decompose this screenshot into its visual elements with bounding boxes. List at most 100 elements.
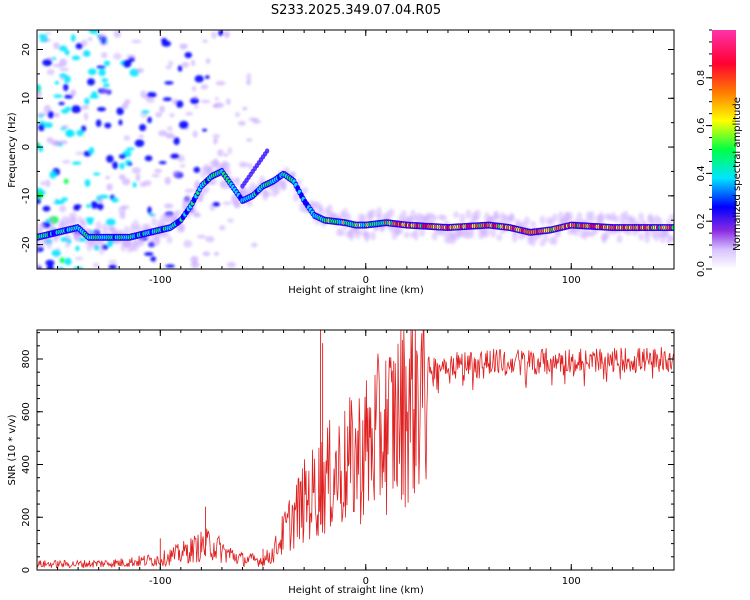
colorbar-gradient [712,30,736,269]
spectrogram-noise-blob [75,43,83,50]
spectrogram-noise-blob [106,183,113,191]
spectrogram-noise-blob [40,180,46,186]
spectrogram-noise-blob [98,194,109,199]
spectrogram-noise-blob [251,242,258,248]
spectrogram-noise-blob [214,251,220,256]
spectrogram-noise-blob [73,204,82,208]
spectrogram-noise-blob [226,98,231,105]
spectrogram-halo-blob [234,177,241,187]
colorbar: 0.0 0.2 0.4 0.6 0.8 Normalized spectral ampl… [696,29,743,277]
spectrogram-noise-blob [190,261,200,268]
spectrogram-noise-blob [147,206,152,215]
spectrogram-halo-blob [40,222,47,230]
spectrogram-noise-blob [71,55,81,61]
spectrogram-halo-blob [638,212,645,223]
spectrogram-noise-blob [202,39,209,43]
spectrogram-halo-blob [474,209,481,221]
spectrogram-halo-blob [413,228,420,241]
spectrogram-noise-blob [87,68,97,76]
spectrogram-noise-blob [37,121,46,125]
spectrogram-noise-blob [162,97,172,102]
spectrogram-xtick-label: 0 [363,275,369,286]
spectrogram-noise-blob [38,123,45,132]
spectrogram-noise-blob [58,45,68,52]
spectrogram-noise-blob [107,239,114,248]
spectrogram-noise-blob [141,110,150,114]
spectrogram-noise-blob [46,264,54,269]
spectrogram-noise-blob [100,52,108,59]
spectrogram-noise-blob [47,110,55,119]
spectrogram-halo-blob [292,192,299,202]
spectrogram-noise-blob [95,119,102,128]
spectrogram-noise-blob [246,79,252,86]
spectrogram-halo-blob [668,214,674,221]
spectrogram-noise-blob [165,65,172,70]
spectrogram-noise-blob [237,120,246,126]
colorbar-tick-label: 0.6 [696,118,707,134]
spectrogram-noise-blob [217,149,224,157]
spectrogram-noise-blob [150,256,157,262]
spectrogram-noise-blob [194,75,204,83]
spectrogram-halo-blob [588,210,595,223]
spectrogram-noise-blob [58,101,65,106]
spectrogram-noise-blob [103,60,111,66]
spectrogram-noise-blob [181,61,189,68]
spectrogram-halo-blob [166,236,173,244]
spectrogram-noise-blob [97,203,104,211]
spectrogram-noise-blob [184,188,195,193]
spectrogram-noise-blob [63,178,69,185]
spectrogram-halo-blob [530,220,537,229]
spectrogram-halo-blob [98,243,105,255]
spectrogram-noise-blob [74,256,84,261]
spectrogram-noise-blob [59,67,69,72]
spectrogram-noise-blob [134,139,145,147]
spectrogram-noise-blob [151,174,160,178]
spectrogram-noise-blob [234,112,241,118]
spectrogram-noise-blob [59,58,68,67]
spectrogram-halo-blob [459,213,466,225]
spectrogram-noise-blob [246,72,252,81]
spectrogram-noise-blob [83,112,89,121]
spectrogram-halo-blob [326,204,333,214]
spectrogram-noise-blob [38,34,48,38]
spectrogram-noise-blob [64,257,72,266]
spectrogram-halo-blob [265,191,272,198]
spectrogram-ylabel: Frequency (Hz) [7,112,18,188]
spectrogram-halo-blob [376,206,383,218]
spectrogram-ytick-label: -20 [21,236,32,252]
spectrogram-noise-blob [217,30,224,36]
spectrogram-noise-blob [176,100,184,108]
spectrogram-noise-blob [158,161,167,165]
spectrogram-noise-blob [84,179,91,187]
spectrogram-halo-blob [613,215,620,223]
spectrogram-noise-blob [118,119,123,126]
snr-panel: -100 0 100 0 200 400 600 800 Height of straight… [7,329,675,596]
spectrogram-noise-blob [200,99,211,104]
spectrogram-noise-blob [211,31,217,39]
spectrogram-halo-blob [175,209,182,216]
spectrogram-noise-blob [100,88,110,95]
spectrogram-halo-blob [493,210,500,220]
spectrogram-noise-blob [78,237,88,242]
spectrogram-noise-blob [167,60,174,67]
spectrogram-noise-blob [166,126,173,132]
spectrogram-noise-blob [184,51,193,59]
spectrogram-noise-blob [61,197,69,202]
spectrogram-noise-blob [70,89,77,97]
spectrogram-noise-blob [143,180,152,186]
spectrogram-noise-blob [101,78,109,83]
spectrogram-noise-blob [200,84,209,90]
spectrogram-noise-blob [37,263,41,269]
spectrogram-noise-blob [123,135,131,141]
spectrogram-halo-blob [508,214,515,223]
spectrogram-noise-blob [144,252,154,257]
spectrogram-halo-blob [369,208,376,219]
spectrogram-noise-blob [83,50,91,57]
spectrogram-noise-blob [84,97,90,105]
spectrogram-frame [36,29,675,270]
spectrogram-noise-blob [88,147,95,155]
spectrogram-noise-blob [43,104,52,113]
figure-title: S233.2025.349.07.04.R05 [271,3,441,18]
spectrogram-halo-blob [638,232,645,241]
